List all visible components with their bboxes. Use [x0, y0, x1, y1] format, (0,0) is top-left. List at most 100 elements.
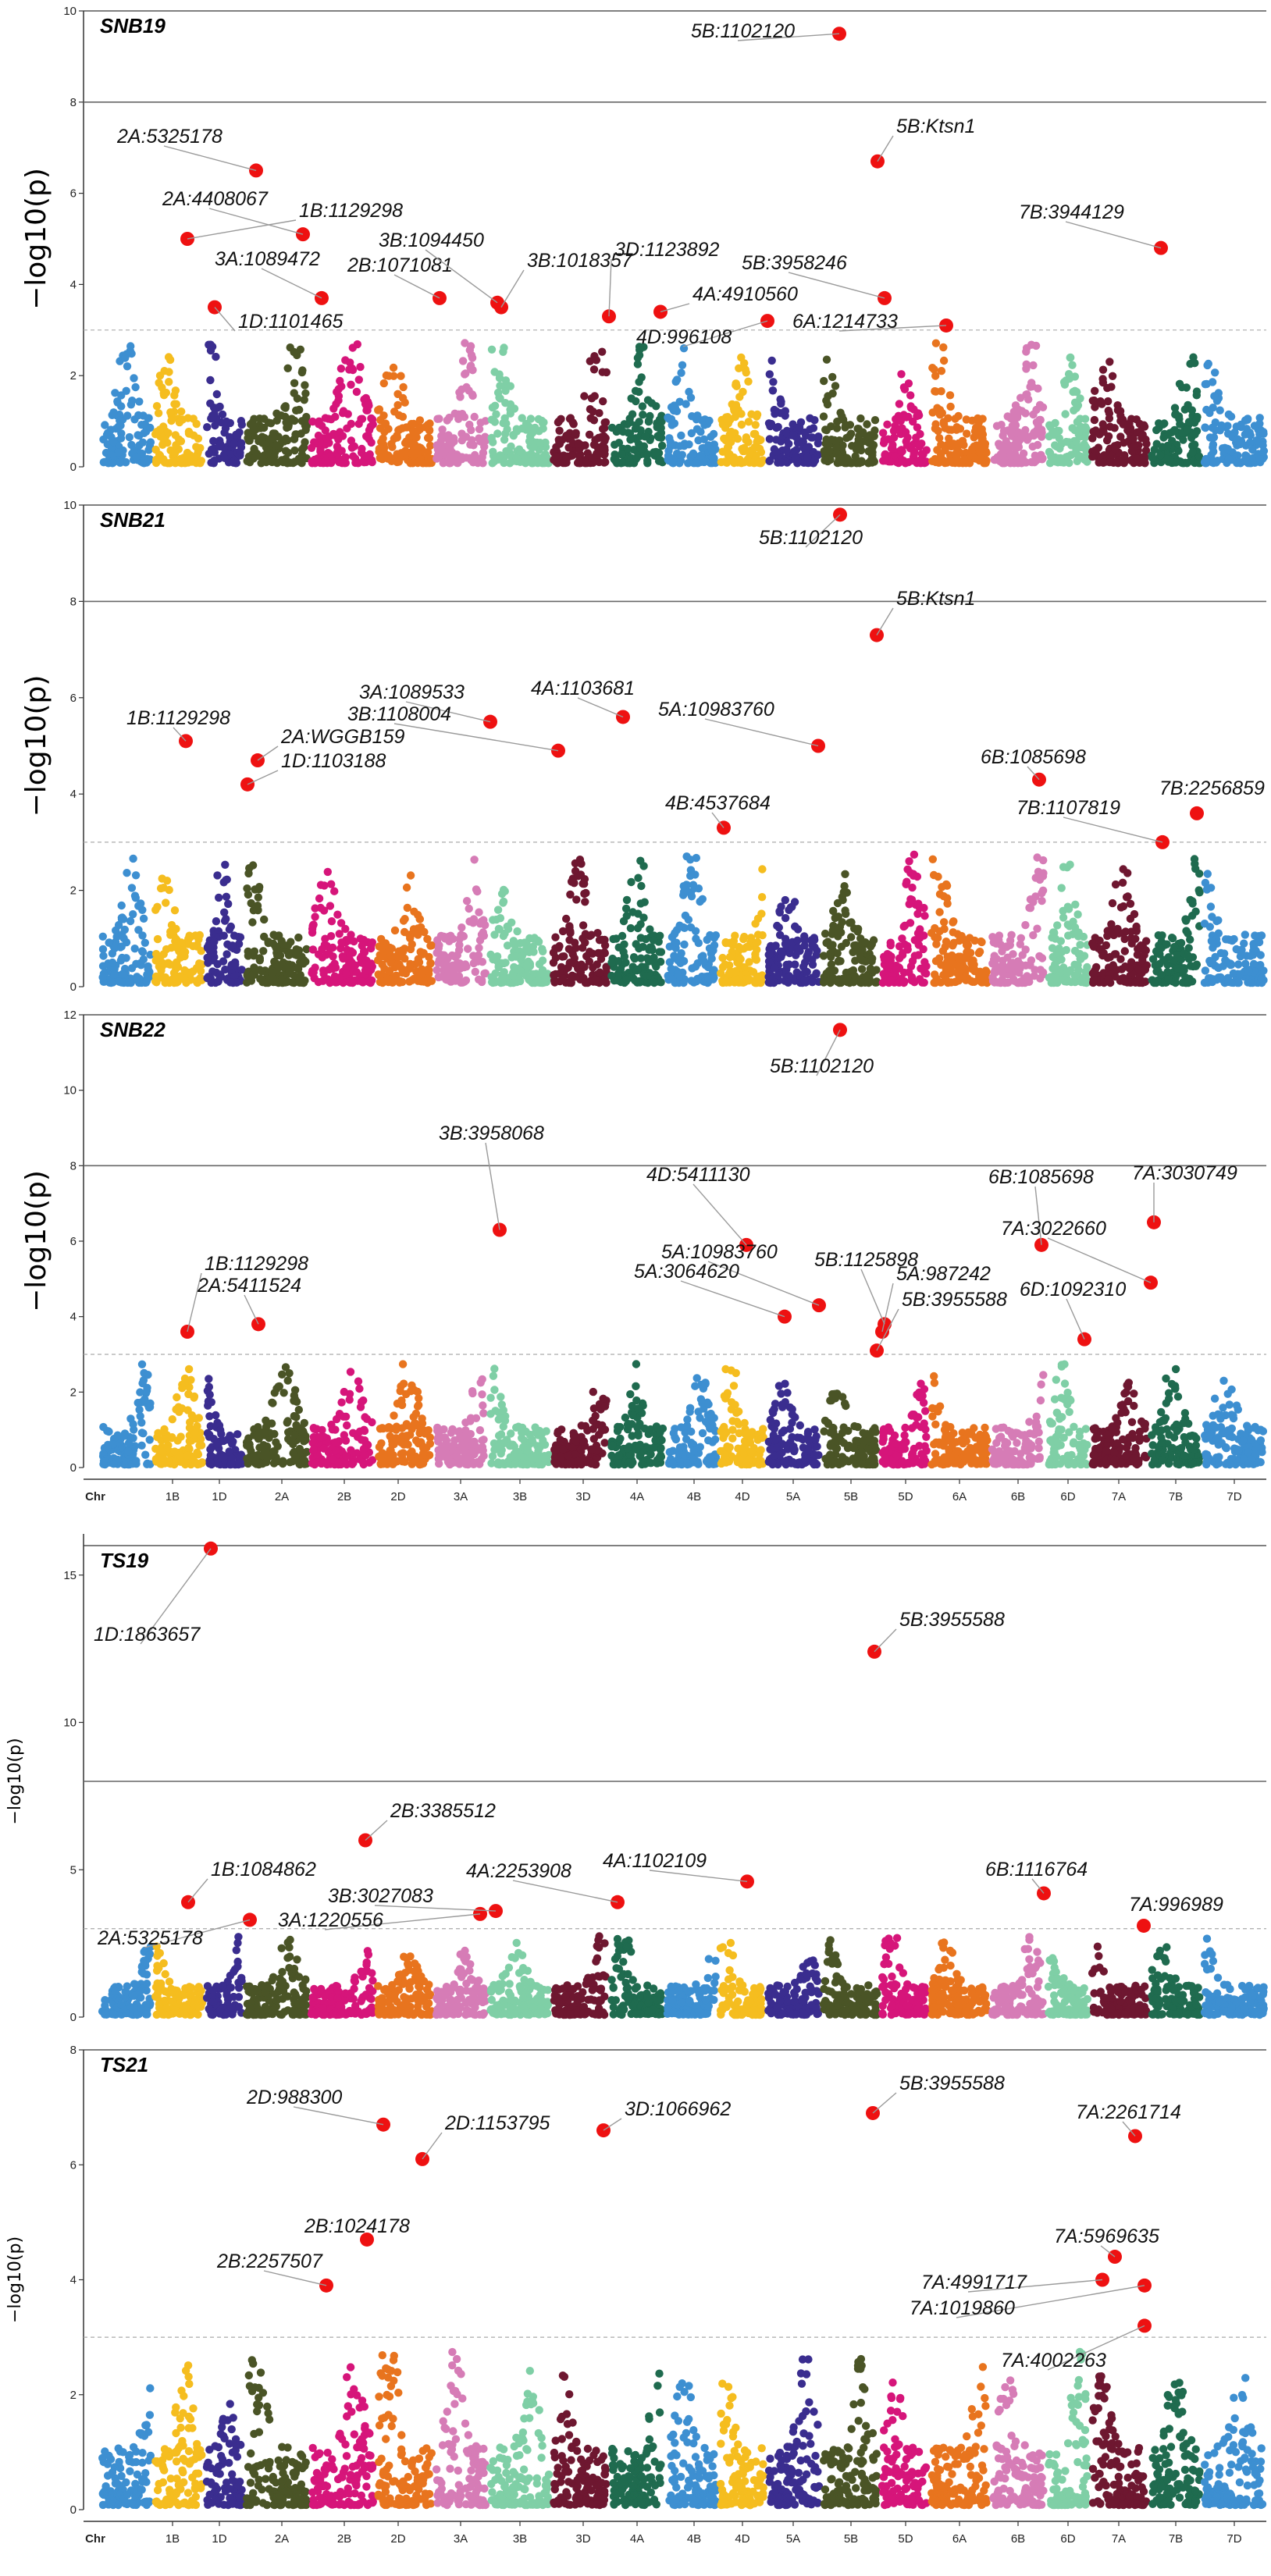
- snp-point: [1033, 440, 1042, 450]
- snp-point: [862, 972, 870, 981]
- snp-point: [536, 439, 544, 447]
- snp-point: [820, 376, 828, 386]
- snp-point: [117, 901, 126, 910]
- snp-point: [1068, 361, 1077, 369]
- snp-point: [197, 1441, 206, 1450]
- snp-point: [226, 432, 234, 442]
- snp-point: [269, 930, 278, 939]
- snp-point: [1200, 978, 1209, 987]
- snp-point: [687, 892, 696, 901]
- snp-point: [633, 978, 642, 987]
- snp-point: [116, 956, 126, 965]
- snp-point: [115, 977, 123, 986]
- snp-point: [247, 973, 256, 981]
- snp-point: [1188, 448, 1197, 457]
- snp-point: [582, 888, 590, 898]
- snp-point: [539, 418, 548, 427]
- snp-point: [1048, 457, 1057, 465]
- snp-point: [206, 340, 215, 349]
- snp-point: [231, 960, 240, 969]
- snp-point: [1256, 951, 1265, 959]
- snp-point: [401, 915, 409, 923]
- snp-point: [493, 906, 503, 914]
- snp-point: [468, 391, 477, 400]
- snp-point: [536, 970, 545, 978]
- snp-point: [311, 913, 319, 921]
- snp-point: [106, 425, 116, 434]
- snp-point: [600, 458, 609, 467]
- snp-point: [737, 420, 746, 429]
- snp-point: [1029, 898, 1038, 906]
- snp-point: [1052, 973, 1060, 983]
- snp-point: [398, 412, 408, 422]
- snp-point: [1048, 952, 1057, 962]
- snp-point: [599, 397, 607, 406]
- snp-point: [589, 365, 599, 374]
- snp-point: [533, 976, 543, 985]
- snp-point: [154, 409, 163, 418]
- snp-point: [146, 423, 155, 432]
- snp-point: [625, 418, 634, 427]
- snp-point: [360, 458, 368, 467]
- snp-point: [1006, 450, 1015, 459]
- snp-point: [854, 439, 863, 447]
- snp-point: [160, 1425, 169, 1434]
- snp-point: [1195, 870, 1204, 878]
- snp-point: [841, 870, 849, 879]
- snp-point: [710, 941, 719, 950]
- snp-point: [1099, 428, 1108, 436]
- snp-point: [513, 927, 522, 936]
- snp-point: [1108, 372, 1117, 380]
- snp-point: [384, 425, 393, 433]
- snp-point: [1073, 910, 1082, 919]
- snp-point: [471, 967, 479, 977]
- snp-point: [175, 418, 184, 427]
- snp-point: [1257, 973, 1266, 983]
- snp-point: [167, 920, 176, 930]
- snp-point: [116, 421, 125, 430]
- snp-point: [723, 416, 732, 425]
- snp-point: [1070, 960, 1079, 970]
- snp-point: [752, 938, 761, 947]
- snp-point: [559, 974, 568, 983]
- snp-point: [1088, 434, 1097, 443]
- snp-point: [909, 871, 918, 881]
- snp-point: [390, 407, 399, 416]
- snp-point: [357, 415, 365, 423]
- snp-point: [856, 934, 865, 943]
- snp-point: [321, 934, 329, 943]
- snp-point: [639, 862, 648, 870]
- snp-point: [769, 378, 778, 386]
- snp-point: [596, 949, 604, 958]
- snp-point: [631, 386, 640, 395]
- snp-point: [619, 948, 628, 956]
- snp-point: [138, 931, 147, 940]
- snp-point: [614, 439, 624, 447]
- snp-point: [390, 926, 400, 935]
- snp-point: [284, 951, 294, 959]
- snp-point: [134, 902, 143, 910]
- snp-point: [397, 946, 407, 955]
- snp-point: [1203, 361, 1212, 370]
- snp-point: [215, 441, 225, 450]
- snp-point: [1211, 368, 1219, 377]
- snp-point: [1076, 415, 1084, 423]
- snp-point: [1129, 434, 1137, 443]
- snp-point: [1096, 945, 1105, 954]
- snp-point: [625, 429, 635, 438]
- snp-point: [166, 408, 175, 417]
- snp-point: [785, 906, 793, 915]
- snp-point: [440, 448, 448, 457]
- snp-point: [903, 441, 912, 450]
- snp-point: [469, 952, 478, 960]
- snp-point: [205, 450, 213, 458]
- snp-point: [159, 884, 168, 892]
- snp-point: [203, 973, 212, 983]
- snp-point: [833, 417, 842, 426]
- snp-point: [167, 416, 176, 425]
- snp-point: [867, 965, 875, 974]
- snp-point: [920, 912, 929, 920]
- snp-point: [834, 451, 843, 461]
- snp-point: [1159, 433, 1168, 442]
- snp-point: [585, 957, 594, 966]
